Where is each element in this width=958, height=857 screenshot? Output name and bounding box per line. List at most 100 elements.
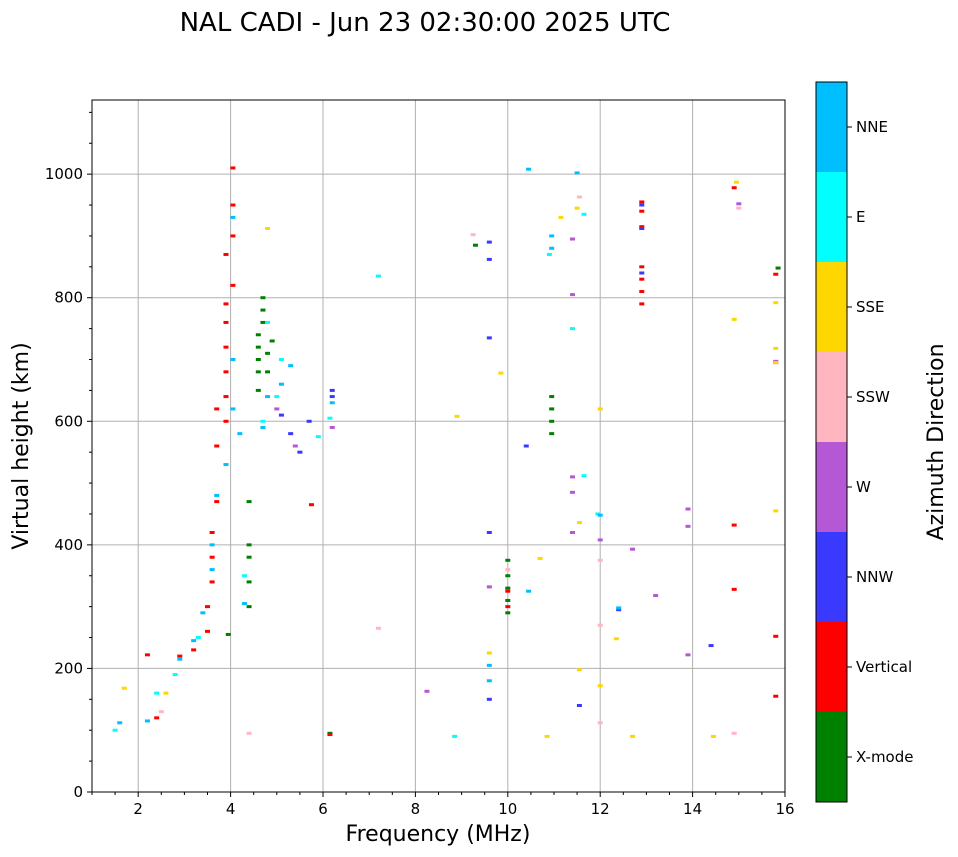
point-x-mode-20 — [505, 574, 511, 578]
y-axis-label: Virtual height (km) — [9, 342, 34, 549]
point-w-2 — [329, 425, 335, 429]
point-e-4 — [241, 574, 247, 578]
point-w-12 — [685, 653, 691, 657]
point-vertical-5 — [205, 605, 210, 609]
point-x-mode-23 — [549, 419, 555, 423]
point-nne-13 — [241, 602, 247, 606]
y-tick-label-5: 1000 — [45, 165, 83, 183]
point-nnw-6 — [486, 240, 492, 244]
x-tick-label-3: 8 — [411, 800, 421, 818]
point-vertical-0 — [154, 716, 160, 720]
point-nne-17 — [288, 364, 294, 368]
x-tick-label-7: 16 — [775, 800, 794, 818]
colorbar-frame — [815, 81, 848, 803]
point-nnw-17 — [576, 704, 582, 707]
point-vertical-25 — [505, 589, 511, 593]
colorbar-segment-w — [816, 442, 847, 532]
point-w-14 — [424, 689, 430, 693]
point-sse-16 — [710, 734, 716, 738]
point-sse-13 — [597, 407, 603, 411]
point-w-3 — [486, 585, 492, 589]
point-sse-12 — [597, 684, 603, 688]
point-w-15 — [569, 237, 575, 241]
point-x-mode-14 — [265, 370, 271, 374]
point-vertical-4 — [205, 629, 210, 633]
point-nne-4 — [200, 611, 206, 615]
colorbar-segment-nnw — [816, 532, 847, 622]
point-vertical-2 — [177, 654, 183, 658]
point-x-mode-7 — [255, 370, 261, 374]
point-vertical-37 — [773, 694, 779, 698]
point-vertical-13 — [223, 395, 229, 399]
point-x-mode-13 — [260, 296, 266, 300]
point-w-7 — [597, 538, 603, 542]
point-nne-2 — [177, 657, 183, 661]
colorbar-label-ssw: SSW — [856, 388, 890, 406]
point-sse-1 — [163, 691, 169, 695]
point-w-16 — [569, 293, 575, 297]
point-vertical-32 — [639, 200, 645, 204]
point-x-mode-10 — [255, 333, 261, 337]
point-x-mode-6 — [255, 388, 261, 392]
point-sse-0 — [121, 686, 127, 690]
point-e-2 — [172, 673, 178, 677]
x-tick-label-0: 2 — [133, 800, 143, 818]
point-vertical-18 — [223, 252, 229, 256]
point-nne-20 — [549, 246, 555, 250]
point-x-mode-16 — [269, 339, 275, 343]
colorbar: X-mode Vertical NNW W SSW SSE E NNE — [815, 81, 913, 803]
point-nne-5 — [209, 568, 215, 572]
point-sse-11 — [576, 521, 582, 525]
chart-title: NAL CADI - Jun 23 02:30:00 2025 UTC — [180, 8, 671, 38]
point-nnw-0 — [278, 413, 284, 417]
point-vertical-8 — [209, 531, 215, 534]
point-ssw-1 — [246, 731, 252, 735]
point-nnw-4 — [329, 395, 335, 399]
point-vertical-10 — [214, 444, 220, 448]
point-vertical-31 — [639, 209, 645, 213]
point-sse-9 — [574, 206, 580, 210]
point-vertical-15 — [223, 345, 229, 349]
point-nne-15 — [265, 395, 271, 399]
point-sse-19 — [773, 301, 779, 305]
point-vertical-40 — [327, 733, 333, 737]
colorbar-label-sse: SSE — [856, 298, 885, 316]
point-nne-14 — [260, 425, 266, 429]
colorbar-segment-sse — [816, 262, 847, 352]
point-vertical-1 — [144, 653, 150, 657]
point-x-mode-26 — [472, 243, 478, 247]
point-vertical-6 — [209, 580, 215, 584]
point-w-10 — [685, 507, 691, 511]
point-sse-4 — [498, 371, 504, 375]
colorbar-label-e: E — [856, 208, 865, 226]
point-vertical-22 — [230, 166, 236, 170]
point-e-16 — [569, 327, 575, 331]
point-nne-7 — [214, 493, 220, 497]
point-vertical-33 — [731, 523, 737, 527]
colorbar-segment-ssw — [816, 352, 847, 442]
data-points — [112, 166, 781, 738]
colorbar-label-nne: NNE — [856, 118, 888, 136]
point-x-mode-27 — [775, 266, 781, 270]
point-e-6 — [265, 320, 271, 324]
point-sse-17 — [731, 317, 737, 321]
point-nne-10 — [230, 358, 236, 361]
x-tick-label-4: 10 — [498, 800, 517, 818]
point-sse-14 — [613, 637, 619, 641]
point-nnw-1 — [288, 432, 294, 436]
point-x-mode-18 — [505, 598, 511, 602]
point-x-mode-24 — [549, 407, 555, 411]
point-vertical-38 — [773, 272, 779, 276]
point-x-mode-3 — [246, 555, 252, 559]
point-x-mode-15 — [265, 351, 271, 355]
point-sse-7 — [544, 734, 550, 738]
point-x-mode-4 — [246, 543, 252, 547]
point-ssw-0 — [158, 710, 164, 714]
x-axis-ticks: 2 4 6 8 10 12 14 16 — [91, 792, 795, 818]
plot-frame — [91, 99, 786, 793]
point-nne-1 — [144, 719, 150, 723]
point-vertical-28 — [639, 277, 645, 281]
point-w-1 — [292, 444, 298, 448]
point-vertical-30 — [639, 225, 645, 229]
